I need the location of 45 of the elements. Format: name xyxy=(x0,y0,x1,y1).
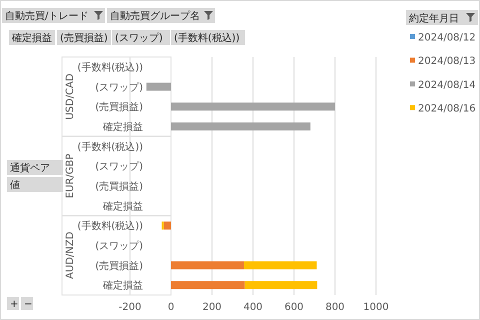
y-tick-label: 確定損益 xyxy=(102,200,143,212)
text: − xyxy=(24,299,32,310)
bar xyxy=(244,261,317,270)
y-tick-label: (スワップ) xyxy=(95,81,144,94)
y-tick-label: (売買損益) xyxy=(95,101,144,114)
x-tick-label: 0 xyxy=(168,302,174,313)
text: 値 xyxy=(10,179,20,191)
text: 自動売買/トレード xyxy=(5,10,88,22)
y-tick-label: (手数料(税込)) xyxy=(77,220,144,232)
y-tick-label: 確定損益 xyxy=(102,280,143,292)
text: USD/CAD xyxy=(65,73,76,120)
y-tick-label: 確定損益 xyxy=(102,120,143,133)
x-tick-label: 400 xyxy=(243,302,263,313)
y-tick-label: (手数料(税込)) xyxy=(77,140,144,153)
x-tick-label: 200 xyxy=(202,302,222,313)
bar xyxy=(244,281,318,290)
bar xyxy=(171,102,335,111)
text: (スワップ) xyxy=(115,32,163,44)
y-tick-label: (手数料(税込)) xyxy=(77,61,144,74)
bar xyxy=(171,281,245,290)
y-tick-label: (スワップ) xyxy=(95,240,144,252)
legend-label: 2024/08/14 xyxy=(418,80,476,91)
text: (手数料(税込)) xyxy=(174,32,240,44)
legend-title: 約定年月日 xyxy=(409,12,459,24)
y-tick-label: (売買損益) xyxy=(95,180,144,192)
bar xyxy=(146,82,171,91)
x-tick-label: 800 xyxy=(325,302,345,313)
bar xyxy=(171,122,310,130)
bar xyxy=(171,261,244,270)
x-tick-label: 1000 xyxy=(363,302,389,313)
text: (売買損益) xyxy=(60,32,108,44)
legend-label: 2024/08/13 xyxy=(418,56,476,68)
bar xyxy=(164,222,171,230)
x-tick-label: 600 xyxy=(284,302,304,313)
text: 自動売買グループ名 xyxy=(110,10,200,22)
legend-label: 2024/08/16 xyxy=(418,104,476,115)
text: EUR/GBP xyxy=(65,154,76,198)
x-tick-label: -200 xyxy=(118,302,142,313)
text: 確定損益 xyxy=(11,32,52,44)
text: 通貨ペア xyxy=(10,162,50,174)
text: AUD/NZD xyxy=(65,231,76,279)
legend-label: 2024/08/12 xyxy=(418,32,476,44)
y-tick-label: (売買損益) xyxy=(95,260,144,272)
y-tick-label: (スワップ) xyxy=(95,160,144,173)
text: + xyxy=(10,299,18,310)
